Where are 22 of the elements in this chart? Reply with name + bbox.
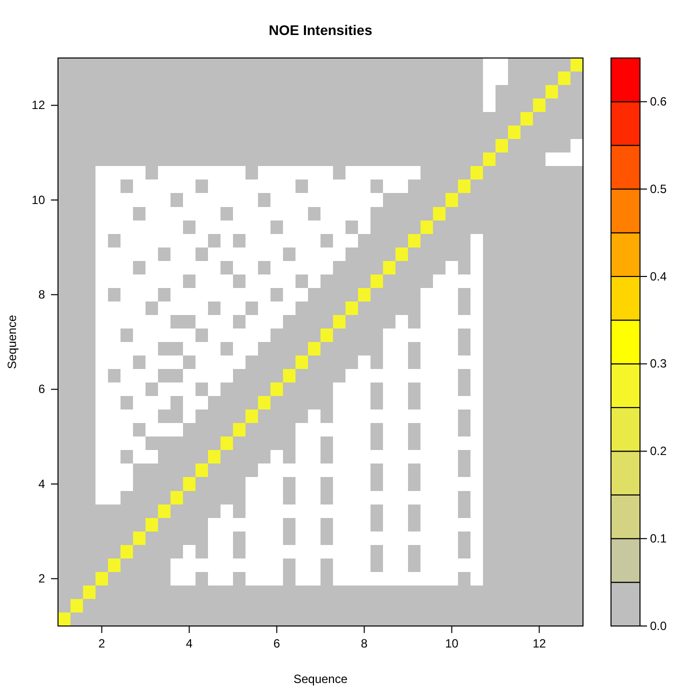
color-bar-label: 0.6 xyxy=(650,94,668,109)
y-tick-label: 2 xyxy=(38,572,46,586)
x-tick-label: 2 xyxy=(98,636,106,651)
y-tick-label: 10 xyxy=(32,192,46,207)
x-tick-label: 10 xyxy=(445,636,459,651)
color-bar-label: 0.2 xyxy=(650,444,668,458)
y-tick-label: 4 xyxy=(38,476,46,491)
x-tick-label: 8 xyxy=(360,636,368,651)
color-bar-label: 0.1 xyxy=(650,531,668,546)
color-bar-label: 0.3 xyxy=(650,356,668,371)
y-axis-title: Sequence xyxy=(5,314,19,370)
chart-title: NOE Intensities xyxy=(268,22,372,38)
y-tick-label: 12 xyxy=(32,98,46,112)
y-tick-label: 8 xyxy=(38,288,46,302)
x-tick-label: 6 xyxy=(273,636,280,651)
color-bar-label: 0.0 xyxy=(650,618,668,633)
y-tick-label: 6 xyxy=(38,382,46,396)
color-bar-label: 0.4 xyxy=(650,269,668,284)
x-axis-title: Sequence xyxy=(293,672,348,686)
color-bar-label: 0.5 xyxy=(650,182,668,196)
x-tick-label: 4 xyxy=(186,636,193,651)
x-tick-label: 12 xyxy=(532,636,546,651)
